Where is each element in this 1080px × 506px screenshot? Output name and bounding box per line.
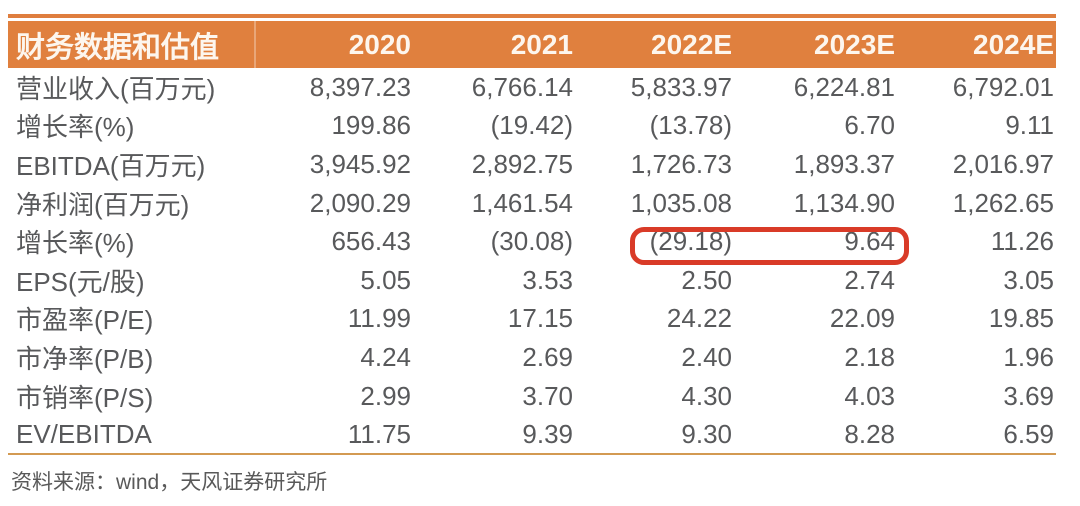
row-value: 1,035.08	[575, 183, 734, 223]
row-value: 1,134.90	[734, 183, 897, 223]
row-value: 2.69	[413, 338, 575, 377]
row-value: 3.69	[897, 376, 1056, 416]
table-row: 市销率(P/S) 2.99 3.70 4.30 4.03 3.69	[8, 376, 1056, 416]
row-label: 市销率(P/S)	[8, 376, 255, 416]
row-value: 6.70	[734, 106, 897, 146]
row-value: 6,766.14	[413, 68, 575, 107]
row-value: 1,262.65	[897, 183, 1056, 223]
row-label: 增长率(%)	[8, 222, 255, 261]
row-value: 2.74	[734, 260, 897, 300]
table-row: 市盈率(P/E) 11.99 17.15 24.22 22.09 19.85	[8, 299, 1056, 339]
row-value: 2.50	[575, 260, 734, 300]
row-value: 5.05	[255, 260, 413, 300]
row-label: 净利润(百万元)	[8, 183, 255, 223]
row-label: EV/EBITDA	[8, 415, 255, 454]
row-value: 11.99	[255, 299, 413, 339]
column-header-2020: 2020	[255, 21, 413, 68]
row-label: 市净率(P/B)	[8, 338, 255, 377]
source-note: 资料来源：wind，天风证券研究所	[11, 471, 328, 494]
column-header-2024e: 2024E	[897, 21, 1056, 68]
row-value: 8,397.23	[255, 68, 413, 107]
row-value: 11.26	[897, 222, 1056, 261]
row-value: 2,090.29	[255, 183, 413, 223]
column-header-2021: 2021	[413, 21, 575, 68]
row-value: 1,461.54	[413, 183, 575, 223]
row-label: EPS(元/股)	[8, 260, 255, 300]
row-value: 3.05	[897, 260, 1056, 300]
table-row: EV/EBITDA 11.75 9.39 9.30 8.28 6.59	[8, 415, 1056, 454]
row-label: EBITDA(百万元)	[8, 145, 255, 184]
table-row: 净利润(百万元) 2,090.29 1,461.54 1,035.08 1,134.90…	[8, 183, 1056, 223]
table-row: 增长率(%) 199.86 (19.42) (13.78) 6.70 9.11	[8, 106, 1056, 146]
row-value: 9.30	[575, 415, 734, 454]
row-value: (30.08)	[413, 222, 575, 261]
table-header-row: 财务数据和估值 2020 2021 2022E 2023E 2024E	[8, 21, 1056, 68]
row-value: 4.24	[255, 338, 413, 377]
row-value: 9.11	[897, 106, 1056, 146]
row-value: 2.99	[255, 376, 413, 416]
row-value: 2.40	[575, 338, 734, 377]
table-body: 营业收入(百万元) 8,397.23 6,766.14 5,833.97 6,224.8…	[8, 68, 1056, 454]
row-value: 2,016.97	[897, 145, 1056, 184]
row-value: 3,945.92	[255, 145, 413, 184]
row-label: 增长率(%)	[8, 106, 255, 146]
row-label: 营业收入(百万元)	[8, 68, 255, 107]
column-header-2022e: 2022E	[575, 21, 734, 68]
table-row: EPS(元/股) 5.05 3.53 2.50 2.74 3.05	[8, 260, 1056, 300]
row-value: (19.42)	[413, 106, 575, 146]
row-value: 9.64	[734, 222, 897, 261]
row-value: 9.39	[413, 415, 575, 454]
row-value: 5,833.97	[575, 68, 734, 107]
row-value: 11.75	[255, 415, 413, 454]
row-value: 199.86	[255, 106, 413, 146]
column-header-2023e: 2023E	[734, 21, 897, 68]
row-value: 3.53	[413, 260, 575, 300]
row-value: 17.15	[413, 299, 575, 339]
table-row: 增长率(%) 656.43 (30.08) (29.18) 9.64 11.26	[8, 222, 1056, 261]
row-value: 6.59	[897, 415, 1056, 454]
row-value: 1,726.73	[575, 145, 734, 184]
row-value: 2.18	[734, 338, 897, 377]
table-bottom-rule	[8, 453, 1056, 455]
row-value: 6,224.81	[734, 68, 897, 107]
row-value: (29.18)	[575, 222, 734, 261]
row-value: (13.78)	[575, 106, 734, 146]
table-row: 营业收入(百万元) 8,397.23 6,766.14 5,833.97 6,224.8…	[8, 68, 1056, 107]
row-value: 656.43	[255, 222, 413, 261]
financial-data-table: 财务数据和估值 2020 2021 2022E 2023E 2024E 营业收入…	[8, 21, 1056, 454]
row-label: 市盈率(P/E)	[8, 299, 255, 339]
row-value: 2,892.75	[413, 145, 575, 184]
row-value: 24.22	[575, 299, 734, 339]
table-title: 财务数据和估值	[8, 21, 256, 68]
row-value: 3.70	[413, 376, 575, 416]
row-value: 8.28	[734, 415, 897, 454]
row-value: 4.30	[575, 376, 734, 416]
row-value: 4.03	[734, 376, 897, 416]
table-row: EBITDA(百万元) 3,945.92 2,892.75 1,726.73 1,893…	[8, 145, 1056, 184]
row-value: 19.85	[897, 299, 1056, 339]
row-value: 1.96	[897, 338, 1056, 377]
row-value: 1,893.37	[734, 145, 897, 184]
row-value: 6,792.01	[897, 68, 1056, 107]
row-value: 22.09	[734, 299, 897, 339]
table-row: 市净率(P/B) 4.24 2.69 2.40 2.18 1.96	[8, 338, 1056, 377]
top-accent-line	[8, 14, 1056, 18]
